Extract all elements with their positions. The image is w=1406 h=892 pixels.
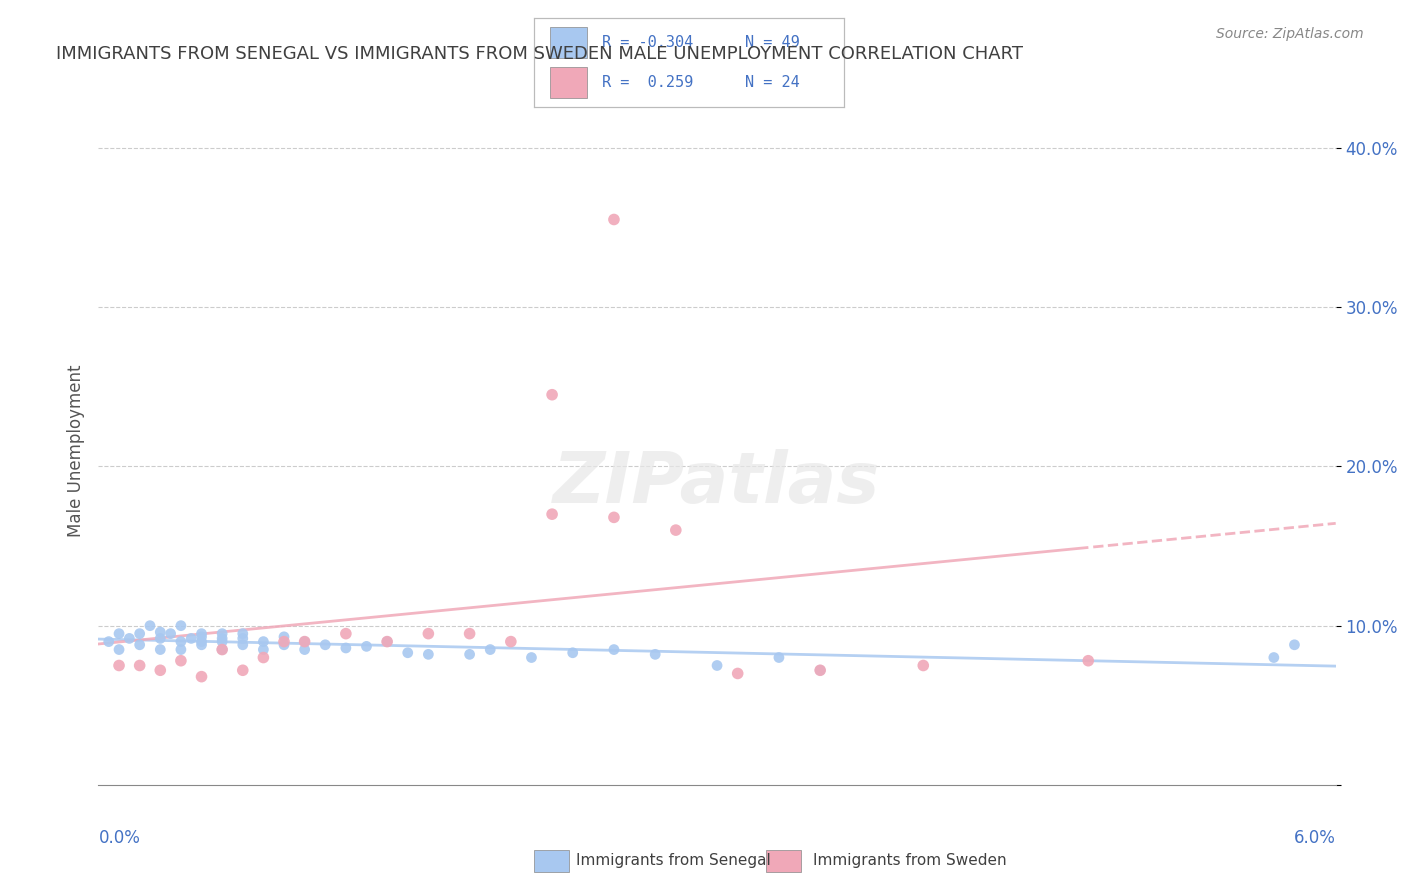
Point bbox=[190, 630, 212, 644]
Point bbox=[603, 212, 626, 227]
Text: Source: ZipAtlas.com: Source: ZipAtlas.com bbox=[1216, 27, 1364, 41]
FancyBboxPatch shape bbox=[550, 67, 586, 98]
Point bbox=[149, 663, 172, 677]
Point bbox=[232, 626, 254, 640]
Text: IMMIGRANTS FROM SENEGAL VS IMMIGRANTS FROM SWEDEN MALE UNEMPLOYMENT CORRELATION : IMMIGRANTS FROM SENEGAL VS IMMIGRANTS FR… bbox=[56, 45, 1024, 62]
Point bbox=[768, 650, 790, 665]
Point bbox=[108, 658, 131, 673]
Point bbox=[170, 642, 193, 657]
Point bbox=[211, 626, 233, 640]
Point bbox=[603, 510, 626, 524]
Point bbox=[170, 654, 193, 668]
Point bbox=[1284, 638, 1306, 652]
Point bbox=[108, 626, 131, 640]
Point bbox=[375, 634, 398, 648]
Point bbox=[808, 663, 831, 677]
Text: 0.0%: 0.0% bbox=[98, 830, 141, 847]
Point bbox=[211, 642, 233, 657]
Point bbox=[190, 670, 212, 684]
Point bbox=[294, 642, 316, 657]
Point bbox=[479, 642, 502, 657]
Point bbox=[418, 626, 440, 640]
Text: N = 49: N = 49 bbox=[745, 36, 800, 50]
Point bbox=[808, 663, 831, 677]
Point bbox=[335, 626, 357, 640]
Point bbox=[273, 634, 295, 648]
Text: R = -0.304: R = -0.304 bbox=[602, 36, 693, 50]
Point bbox=[211, 642, 233, 657]
Point bbox=[128, 658, 150, 673]
Point bbox=[418, 648, 440, 662]
Point bbox=[211, 634, 233, 648]
Text: R =  0.259: R = 0.259 bbox=[602, 76, 693, 90]
Point bbox=[190, 626, 212, 640]
Point bbox=[314, 638, 336, 652]
Point bbox=[190, 638, 212, 652]
Point bbox=[232, 663, 254, 677]
Point bbox=[396, 646, 419, 660]
Point bbox=[252, 634, 274, 648]
Point bbox=[541, 387, 564, 401]
Point bbox=[190, 634, 212, 648]
Text: Immigrants from Sweden: Immigrants from Sweden bbox=[813, 854, 1007, 868]
Point bbox=[170, 618, 193, 632]
Y-axis label: Male Unemployment: Male Unemployment bbox=[66, 364, 84, 537]
Point bbox=[211, 632, 233, 646]
Point bbox=[1263, 650, 1285, 665]
Point bbox=[665, 523, 688, 537]
Point bbox=[520, 650, 543, 665]
Text: 6.0%: 6.0% bbox=[1294, 830, 1336, 847]
Point bbox=[706, 658, 728, 673]
Point bbox=[128, 626, 150, 640]
Point bbox=[273, 638, 295, 652]
Point bbox=[128, 638, 150, 652]
Point bbox=[232, 632, 254, 646]
Point bbox=[1077, 654, 1099, 668]
Point bbox=[252, 642, 274, 657]
Point bbox=[273, 630, 295, 644]
Point bbox=[458, 648, 481, 662]
Point bbox=[727, 666, 749, 681]
Point bbox=[118, 632, 141, 646]
Point bbox=[149, 642, 172, 657]
Point bbox=[149, 625, 172, 640]
Point bbox=[252, 650, 274, 665]
Point bbox=[149, 632, 172, 646]
Point bbox=[603, 642, 626, 657]
Text: ZIPatlas: ZIPatlas bbox=[554, 450, 880, 518]
Text: Immigrants from Senegal: Immigrants from Senegal bbox=[576, 854, 772, 868]
Point bbox=[170, 634, 193, 648]
Text: N = 24: N = 24 bbox=[745, 76, 800, 90]
Point bbox=[335, 640, 357, 655]
Point bbox=[108, 642, 131, 657]
Point bbox=[356, 640, 378, 654]
Point bbox=[912, 658, 935, 673]
Point bbox=[499, 634, 522, 648]
Point bbox=[232, 638, 254, 652]
Point bbox=[458, 626, 481, 640]
Point bbox=[375, 634, 398, 648]
Point bbox=[139, 618, 162, 632]
Point bbox=[561, 646, 583, 660]
FancyBboxPatch shape bbox=[550, 27, 586, 58]
Point bbox=[294, 634, 316, 648]
Point bbox=[294, 634, 316, 648]
Point bbox=[159, 626, 181, 640]
Point bbox=[180, 632, 202, 646]
Point bbox=[644, 648, 666, 662]
Point bbox=[541, 507, 564, 521]
Point bbox=[97, 634, 120, 648]
